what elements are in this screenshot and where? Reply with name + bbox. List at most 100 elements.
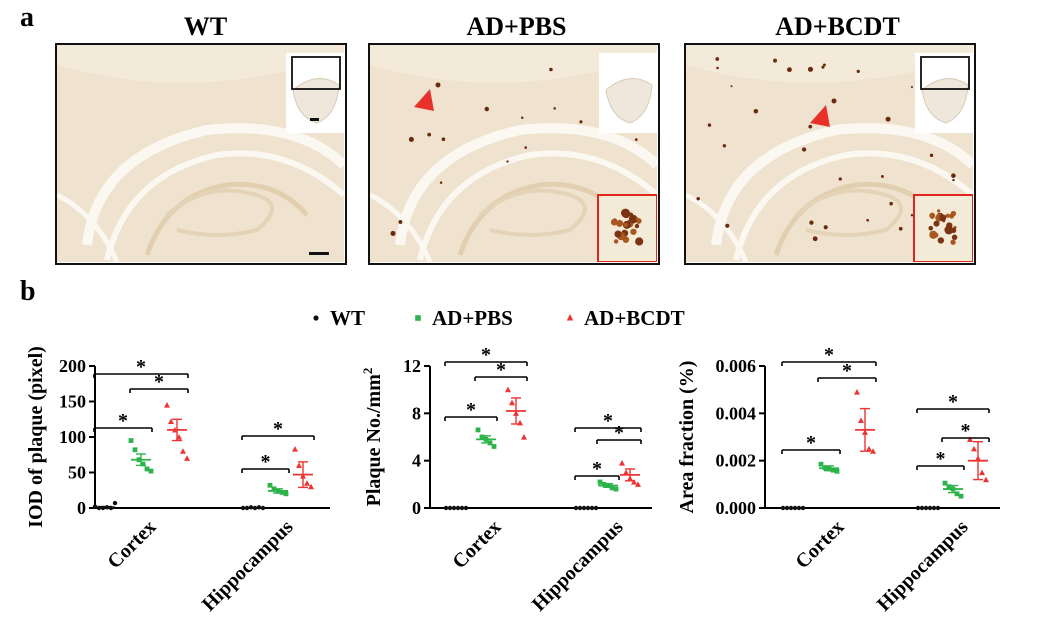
plaque-dot bbox=[807, 66, 814, 72]
y-tick-label: 50 bbox=[68, 463, 86, 483]
significance-star: * bbox=[806, 432, 816, 454]
plaque-dot bbox=[524, 146, 527, 149]
plaque-dot bbox=[634, 138, 638, 142]
plaque-dot bbox=[696, 196, 700, 201]
significance-bracket: * bbox=[574, 410, 642, 432]
data-point-adpbs bbox=[267, 482, 273, 488]
plaque-dot bbox=[408, 136, 414, 142]
lower-tract bbox=[370, 192, 433, 262]
plaque-dot bbox=[715, 57, 720, 61]
y-tick-label: 200 bbox=[59, 356, 86, 376]
ventricle-white-matter bbox=[82, 123, 344, 246]
micro-title-adbcdt: AD+BCDT bbox=[775, 12, 900, 41]
data-point-adbcdt bbox=[971, 445, 977, 452]
data-point-adpbs bbox=[283, 491, 289, 497]
plaque-dot bbox=[812, 236, 818, 242]
significance-bracket: * bbox=[941, 420, 990, 442]
white-matter-tract bbox=[417, 150, 657, 261]
y-tick-label: 0.004 bbox=[716, 403, 757, 423]
legend-marker bbox=[313, 315, 319, 321]
data-point-adbcdt bbox=[619, 460, 625, 466]
y-tick-label: 0.000 bbox=[716, 498, 757, 518]
significance-bracket: * bbox=[241, 418, 315, 440]
data-point-adbcdt bbox=[870, 448, 876, 454]
dentate-gyrus bbox=[165, 188, 274, 237]
y-tick-label: 0 bbox=[412, 498, 421, 518]
plaque-dot bbox=[520, 116, 524, 120]
data-point-adbcdt bbox=[308, 483, 314, 490]
category-label: Cortex bbox=[791, 516, 848, 573]
significance-star: * bbox=[136, 356, 146, 378]
scale-bar bbox=[309, 252, 329, 255]
data-point-adbcdt bbox=[623, 469, 629, 476]
hippocampus-layer bbox=[144, 181, 309, 256]
zoom-inset bbox=[597, 194, 657, 262]
significance-star: * bbox=[614, 422, 624, 444]
zoom-plaque-blob bbox=[613, 239, 619, 244]
category-label: Cortex bbox=[103, 516, 160, 573]
plaque-dot bbox=[506, 160, 509, 163]
significance-bracket: * bbox=[93, 410, 153, 432]
zoom-plaque-blob bbox=[622, 210, 631, 219]
y-axis-label: Area fraction (%) bbox=[676, 361, 698, 514]
data-point-adbcdt bbox=[967, 436, 973, 442]
plaque-dot bbox=[929, 153, 934, 158]
panel-a-label: a bbox=[20, 2, 34, 33]
data-point-adpbs bbox=[491, 444, 497, 449]
legend-label: AD+PBS bbox=[432, 306, 513, 330]
significance-star: * bbox=[496, 359, 506, 381]
micrograph-adpbs bbox=[368, 43, 660, 265]
significance-star: * bbox=[481, 344, 491, 366]
data-point-adpbs bbox=[128, 438, 134, 443]
legend-marker bbox=[415, 315, 421, 321]
plaque-dot bbox=[889, 201, 893, 206]
data-point-adpbs bbox=[942, 480, 948, 486]
significance-star: * bbox=[948, 391, 958, 413]
zoom-plaque-blob bbox=[614, 230, 622, 238]
data-point-adpbs bbox=[148, 468, 154, 474]
significance-star: * bbox=[936, 448, 946, 470]
plaque-dot bbox=[722, 144, 727, 148]
data-point-adbcdt bbox=[168, 418, 174, 424]
data-point-adbcdt bbox=[858, 417, 864, 424]
lower-tract bbox=[57, 192, 120, 262]
y-axis-label: Plaque No./mm2 bbox=[360, 368, 385, 507]
scatter-plot-3: 0.000 0.002 0.004 0.006 Area fraction (%) Cor… bbox=[676, 344, 1000, 616]
zoom-plaque-blob bbox=[929, 230, 938, 239]
zoom-plaque-blob bbox=[944, 225, 954, 235]
data-point-adbcdt bbox=[292, 446, 298, 452]
zoom-plaque-blob bbox=[950, 239, 956, 245]
significance-bracket: * bbox=[129, 371, 189, 393]
significance-bracket: * bbox=[474, 359, 528, 381]
data-point-adpbs bbox=[597, 479, 603, 485]
y-tick-label: 150 bbox=[59, 392, 86, 412]
data-point-adbcdt bbox=[631, 478, 637, 485]
plaque-dot bbox=[553, 107, 556, 110]
dentate-gyrus bbox=[478, 188, 587, 237]
data-point-adbcdt bbox=[180, 448, 186, 454]
data-point-adpbs bbox=[140, 461, 146, 467]
significance-bracket: * bbox=[444, 344, 528, 366]
zoom-plaque-blob bbox=[951, 234, 958, 241]
white-matter-tract bbox=[104, 150, 344, 261]
y-tick-label: 0.006 bbox=[716, 356, 757, 376]
data-point-adbcdt bbox=[866, 445, 872, 452]
zoom-plaque-blob bbox=[623, 222, 629, 228]
cortex-layer bbox=[370, 45, 657, 83]
lower-tract bbox=[686, 192, 749, 262]
significance-bracket: * bbox=[241, 451, 290, 473]
data-point-adbcdt bbox=[521, 434, 527, 440]
data-point-adpbs bbox=[475, 427, 481, 433]
y-tick-label: 0.002 bbox=[716, 451, 757, 471]
plaque-dot bbox=[579, 120, 583, 124]
zoom-plaque-blob bbox=[936, 209, 941, 213]
y-tick-label: 100 bbox=[59, 427, 86, 447]
zoom-inset bbox=[913, 194, 973, 262]
data-point-adbcdt bbox=[509, 399, 515, 406]
data-point-adpbs bbox=[958, 493, 964, 499]
zoom-plaque-blob bbox=[616, 219, 624, 227]
plaque-dot bbox=[822, 63, 826, 67]
plaque-dot bbox=[441, 137, 446, 142]
significance-bracket: * bbox=[93, 356, 189, 378]
